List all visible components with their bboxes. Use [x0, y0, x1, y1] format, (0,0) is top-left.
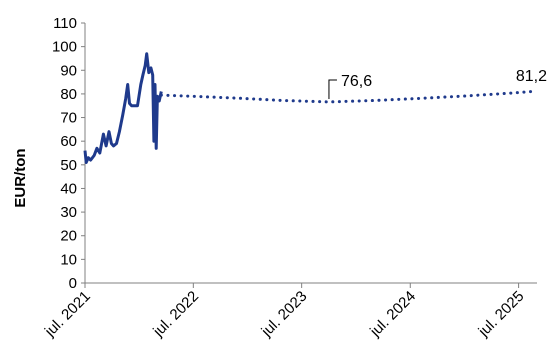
x-tick-label: jul. 2021 [41, 288, 94, 341]
y-tick-label: 10 [60, 251, 77, 268]
y-tick-label: 60 [60, 133, 77, 150]
x-axis: jul. 2021 jul. 2022 jul. 2023 jul. 2024 jul.… [41, 282, 537, 341]
y-tick-label: 20 [60, 228, 77, 245]
annotation-label: 81,2 [516, 68, 547, 85]
y-tick-label: 110 [53, 15, 77, 32]
y-tick-label: 50 [60, 157, 77, 174]
y-tick-label: 80 [60, 86, 77, 103]
y-axis: 0 10 20 30 40 50 60 70 80 90 100 110 [52, 15, 86, 292]
x-tick-label: jul. 2024 [366, 288, 419, 341]
x-tick-label: jul. 2022 [149, 288, 202, 341]
annotation-leader-line [328, 79, 337, 99]
y-tick-label: 100 [52, 39, 77, 56]
annotation-layer: 76,6 81,2 [328, 68, 547, 99]
x-tick-label: jul. 2023 [258, 288, 311, 341]
forecast-series-line [159, 89, 539, 104]
y-tick-label: 90 [60, 62, 77, 79]
price-series-line [83, 52, 163, 164]
y-tick-label: 30 [60, 204, 77, 221]
x-tick-label: jul. 2025 [475, 288, 528, 341]
series-layer [83, 52, 539, 164]
y-axis-title: EUR/ton [12, 148, 29, 207]
y-tick-label: 0 [69, 275, 77, 292]
annotation-label: 76,6 [341, 73, 372, 90]
y-tick-label: 40 [60, 180, 77, 197]
y-tick-label: 70 [60, 110, 77, 127]
